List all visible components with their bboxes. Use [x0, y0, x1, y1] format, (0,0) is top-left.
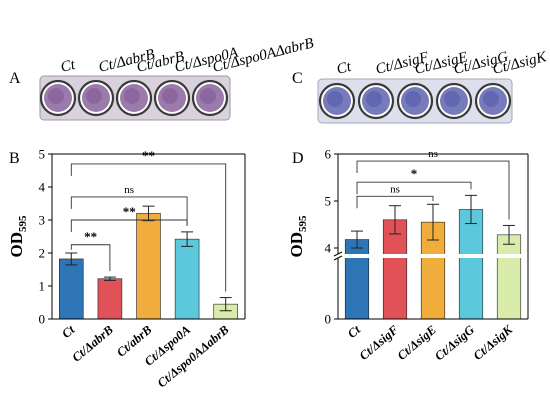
- well-center: [366, 91, 382, 107]
- category-label: Ct/ΔsigE: [395, 323, 439, 363]
- y-tick-label: 1: [39, 279, 46, 294]
- significance-label: **: [142, 148, 155, 163]
- bar: [174, 238, 200, 320]
- well-center: [327, 91, 343, 107]
- significance-label: ns: [428, 148, 438, 160]
- category-label: Ct/ΔsigF: [357, 322, 402, 363]
- bar: [59, 258, 84, 320]
- y-tick-label: 2: [39, 246, 46, 261]
- y-axis-label-main: OD: [7, 232, 26, 258]
- significance-bracket: [356, 181, 472, 195]
- axis-break-band: [332, 254, 528, 258]
- well-stain: [196, 84, 224, 112]
- significance-label: *: [411, 166, 418, 181]
- panel-label-a: A: [9, 70, 21, 87]
- bar: [97, 278, 123, 320]
- well-center: [162, 88, 178, 104]
- significance-bracket: [70, 196, 188, 226]
- y-axis-label-main: OD: [287, 232, 306, 258]
- y-axis-label: OD595: [7, 215, 29, 258]
- panel-label-d: D: [292, 150, 304, 167]
- break-mark: [333, 251, 343, 257]
- well-stain: [323, 87, 351, 115]
- well-center: [405, 91, 421, 107]
- bar-chart-b: CtCt/ΔabrBCt/abrBCt/Δspo0ACt/Δspo0AΔabrB…: [7, 147, 246, 391]
- category-label: Ct/ΔsigG: [432, 323, 477, 364]
- significance-bracket: [356, 195, 434, 209]
- bar: [382, 219, 408, 320]
- well-stain: [479, 87, 507, 115]
- significance-label: ns: [390, 183, 400, 195]
- y-tick-label: 4: [325, 241, 332, 256]
- panel-label-b: B: [9, 150, 20, 167]
- category-label: Ct/Δspo0AΔabrB: [155, 323, 232, 391]
- well-label: Ct: [335, 59, 353, 78]
- y-axis-label-sub: 595: [297, 215, 309, 232]
- well-center: [200, 88, 216, 104]
- well-stain: [362, 87, 390, 115]
- y-axis-label: OD595: [287, 215, 309, 258]
- well-center: [444, 91, 460, 107]
- y-tick-label: 0: [325, 312, 332, 327]
- well-stain: [158, 84, 186, 112]
- y-tick-label: 5: [325, 194, 332, 209]
- category-label: Ct/ΔsigK: [471, 322, 517, 363]
- bar: [136, 213, 161, 320]
- significance-bracket: [356, 160, 510, 220]
- significance-label: ns: [124, 184, 134, 196]
- well-center: [48, 88, 64, 104]
- well-center: [483, 91, 499, 107]
- category-label: Ct: [345, 322, 363, 341]
- category-label: Ct/ΔabrB: [69, 323, 115, 365]
- panel-label-c: C: [292, 70, 303, 87]
- significance-bracket: [70, 163, 227, 292]
- well-center: [86, 88, 102, 104]
- well-stain: [44, 84, 72, 112]
- bar: [344, 239, 370, 320]
- well-label: Ct: [59, 57, 77, 76]
- y-tick-label: 0: [39, 312, 46, 327]
- bar: [496, 234, 522, 320]
- category-label: Ct: [59, 322, 77, 341]
- significance-label: **: [84, 229, 97, 244]
- break-mark: [333, 255, 343, 261]
- bar: [458, 209, 484, 320]
- well-stain: [401, 87, 429, 115]
- significance-label: **: [123, 204, 136, 219]
- significance-bracket: [70, 244, 111, 272]
- y-tick-label: 6: [325, 147, 332, 162]
- well-stain: [82, 84, 110, 112]
- y-axis-label-sub: 595: [17, 215, 29, 232]
- well-center: [124, 88, 140, 104]
- y-tick-label: 4: [39, 180, 46, 195]
- y-tick-label: 3: [39, 213, 46, 228]
- axis-gap: [334, 254, 342, 258]
- well-stain: [120, 84, 148, 112]
- y-tick-label: 5: [39, 147, 46, 162]
- well-stain: [440, 87, 468, 115]
